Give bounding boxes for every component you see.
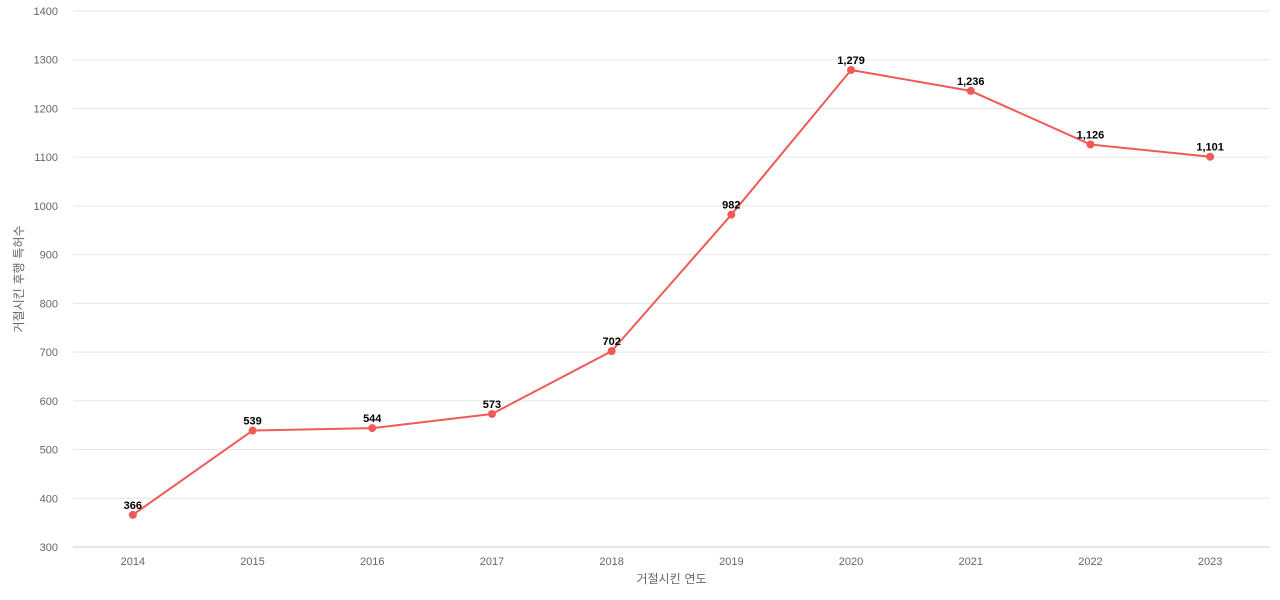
data-point	[487, 409, 496, 418]
data-points	[128, 65, 1215, 519]
data-point	[368, 424, 377, 433]
x-tick-label: 2018	[599, 556, 623, 568]
data-label: 1,101	[1196, 142, 1224, 154]
x-tick-label: 2021	[959, 556, 983, 568]
y-tick-label: 1200	[34, 103, 58, 115]
data-label: 982	[722, 200, 740, 212]
y-tick-label: 800	[40, 298, 58, 310]
x-axis-ticks: 2014 2015 2016 2017 2018 2019 2020 2021 2022 2023	[121, 556, 1223, 568]
y-axis-ticks: 300 400 500 600 700 800 900 1000 1100 1200 1300 140…	[34, 6, 58, 554]
y-tick-label: 600	[40, 396, 58, 408]
x-tick-label: 2019	[719, 556, 743, 568]
y-tick-label: 400	[40, 493, 58, 505]
data-point	[1086, 140, 1095, 149]
data-label: 702	[602, 336, 620, 348]
data-point	[128, 510, 137, 519]
y-axis-title: 거절시킨 후행 특허수	[11, 226, 26, 333]
data-point	[248, 426, 257, 435]
x-tick-label: 2023	[1198, 556, 1222, 568]
y-tick-label: 1100	[34, 152, 58, 164]
y-tick-label: 900	[40, 250, 58, 262]
data-label: 1,236	[957, 76, 985, 88]
series-line-group	[132, 68, 1211, 516]
data-point	[966, 86, 975, 95]
data-label: 1,279	[837, 55, 865, 67]
x-tick-label: 2014	[121, 556, 145, 568]
data-label: 1,126	[1077, 130, 1105, 142]
data-point	[1206, 152, 1215, 161]
data-labels: 366 539 544 573 702 982 1,279 1,236 1,126 1,101	[124, 55, 1224, 512]
data-label: 539	[243, 416, 261, 428]
y-tick-label: 700	[40, 347, 58, 359]
series-line	[132, 68, 1211, 516]
x-tick-label: 2017	[480, 556, 504, 568]
data-label: 366	[124, 500, 142, 512]
data-label: 573	[483, 399, 501, 411]
y-tick-label: 1300	[34, 55, 58, 67]
data-point	[847, 65, 856, 74]
data-point	[727, 210, 736, 219]
data-label: 544	[363, 413, 382, 425]
data-point	[607, 347, 616, 356]
y-tick-label: 300	[40, 542, 58, 554]
grid-lines	[73, 10, 1270, 499]
x-tick-label: 2015	[240, 556, 264, 568]
x-tick-label: 2022	[1078, 556, 1102, 568]
x-tick-label: 2016	[360, 556, 384, 568]
y-tick-label: 1000	[34, 201, 58, 213]
x-axis-title: 거절시킨 연도	[636, 572, 706, 586]
y-tick-label: 1400	[34, 6, 58, 18]
x-tick-label: 2020	[839, 556, 863, 568]
y-tick-label: 500	[40, 445, 58, 457]
